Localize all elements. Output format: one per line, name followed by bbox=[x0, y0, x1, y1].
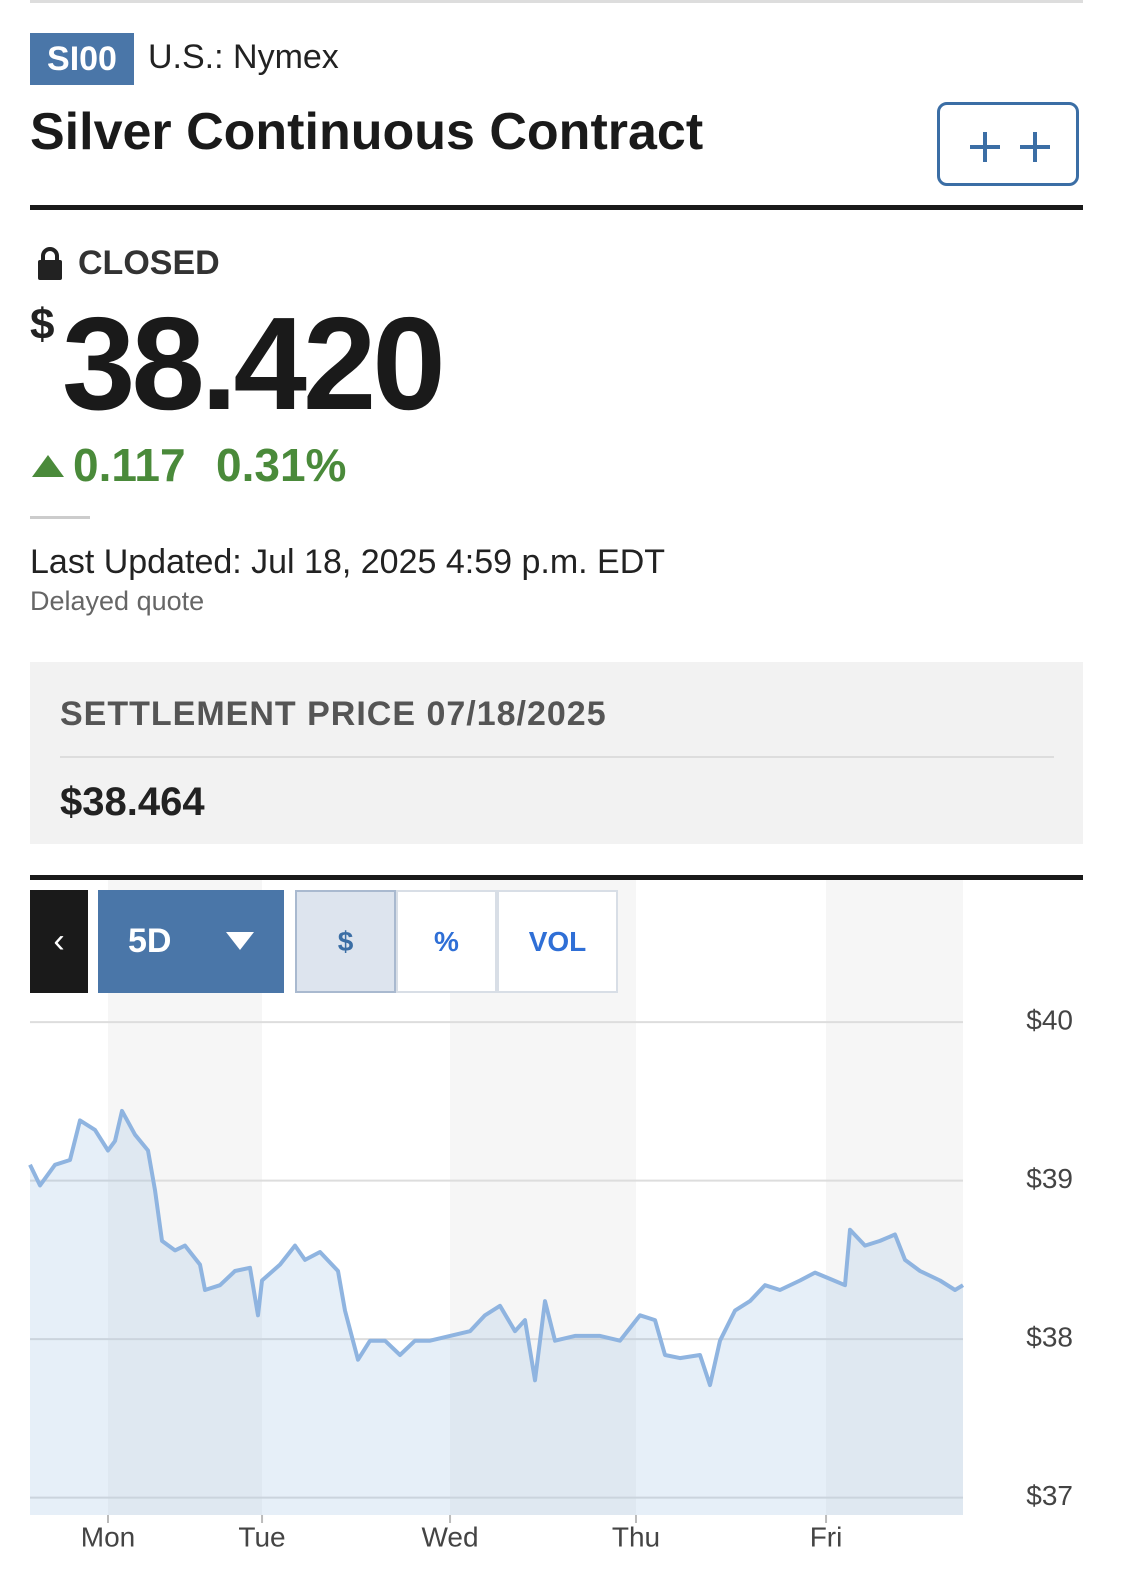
note: Delayed quote bbox=[30, 586, 205, 616]
settlement-box: SETTLEMENT PRICE 07/18/2025 $38.464 bbox=[30, 662, 1083, 844]
dropdown-icon bbox=[226, 932, 254, 950]
watchlist-button[interactable] bbox=[937, 102, 1079, 186]
exchange: U.S.: Nymex bbox=[148, 38, 339, 76]
settlement-rule bbox=[60, 756, 1054, 758]
y-tick-label: $37 bbox=[1026, 1480, 1073, 1511]
up-arrow bbox=[32, 455, 64, 477]
header-rule bbox=[30, 205, 1083, 210]
x-tick-label: Wed bbox=[421, 1521, 478, 1552]
back-button[interactable]: ‹ bbox=[30, 890, 88, 993]
y-tick-label: $38 bbox=[1026, 1321, 1073, 1352]
area-fill bbox=[30, 1110, 963, 1515]
price: 38.420 bbox=[62, 290, 446, 437]
currency: $ bbox=[30, 300, 55, 349]
status: CLOSED bbox=[78, 244, 220, 282]
change: 0.117 bbox=[73, 439, 186, 491]
top-rule bbox=[30, 0, 1083, 3]
day-band bbox=[826, 880, 963, 1515]
y-tick-label: $40 bbox=[1026, 1005, 1073, 1036]
plus-icon bbox=[970, 132, 1050, 162]
x-tick-label: Fri bbox=[810, 1521, 843, 1552]
lock-icon bbox=[38, 247, 62, 280]
symbol-badge: SI00 bbox=[30, 33, 134, 85]
x-tick-label: Thu bbox=[612, 1521, 660, 1552]
mode-button[interactable]: $ bbox=[295, 890, 396, 993]
chart-rule bbox=[30, 875, 1083, 880]
y-tick-label: $39 bbox=[1026, 1163, 1073, 1194]
divider bbox=[30, 516, 90, 519]
range: 5D bbox=[128, 922, 172, 960]
change-percent: 0.31% bbox=[216, 439, 347, 491]
price-line bbox=[28, 1108, 965, 1388]
last-updated: Last Updated: Jul 18, 2025 4:59 p.m. EDT bbox=[30, 543, 666, 581]
title: Silver Continuous Contract bbox=[30, 103, 704, 161]
mode-button[interactable]: VOL bbox=[497, 890, 618, 993]
x-tick-label: Mon bbox=[81, 1521, 135, 1552]
mode-button[interactable]: % bbox=[396, 890, 497, 993]
range-select[interactable]: 5D bbox=[98, 890, 284, 993]
x-tick-label: Tue bbox=[238, 1521, 285, 1552]
settlement-label: SETTLEMENT PRICE 07/18/2025 bbox=[60, 695, 607, 733]
settlement-value: $38.464 bbox=[60, 780, 205, 824]
